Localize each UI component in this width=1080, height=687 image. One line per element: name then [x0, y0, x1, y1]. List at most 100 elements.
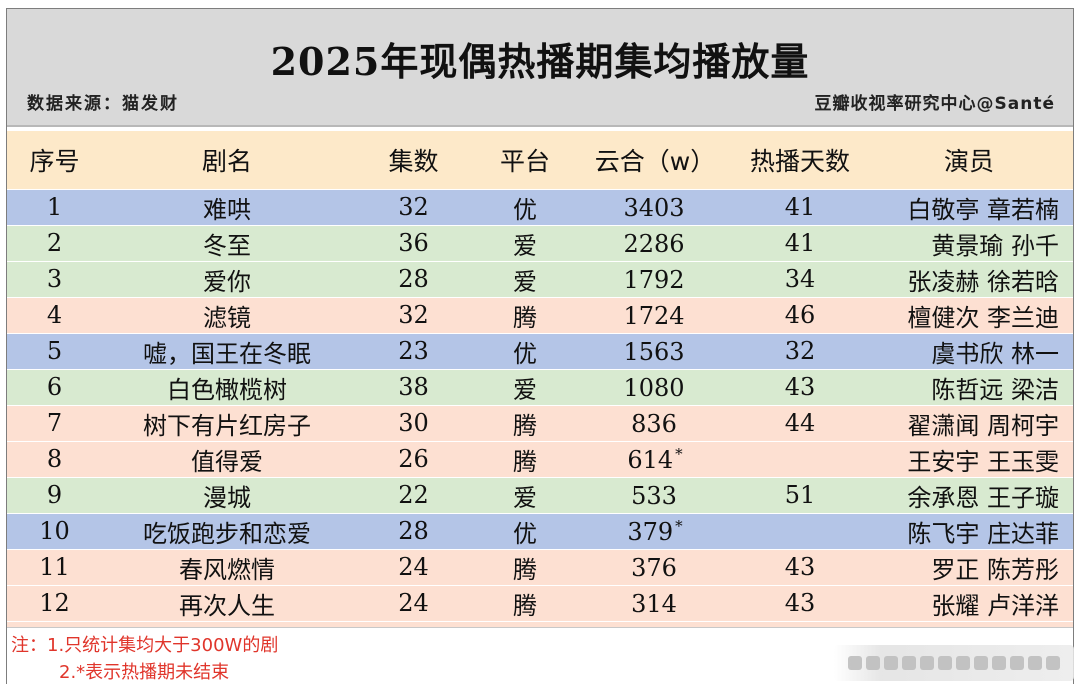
cell-days: 44	[735, 404, 865, 441]
table-row: 3 爱你 28 爱 1792 34 张凌赫 徐若晗	[7, 260, 1073, 297]
cell-title-text: 滤镜	[203, 303, 251, 332]
cell-episodes-text: 28	[398, 517, 429, 545]
column-header-episodes: 集数	[388, 146, 439, 176]
cell-yunhe: 533	[575, 476, 735, 513]
cell-yunhe: 1792	[575, 260, 735, 297]
cell-yunhe-text: 1080	[623, 373, 685, 402]
cell-actors: 陈飞宇 庄达菲	[865, 512, 1073, 549]
table-row: 4 滤镜 32 腾 1724 46 檀健次 李兰迪	[7, 296, 1073, 333]
cell-rank-text: 5	[46, 337, 63, 365]
cell-episodes-text: 32	[398, 301, 429, 329]
cell-title-text: 值得爱	[191, 447, 263, 476]
cell-days-text: 43	[784, 589, 816, 617]
column-header-yunhe: 云合（w）	[594, 146, 716, 176]
cell-episodes-text: 22	[398, 481, 429, 509]
cell-platform: 优	[475, 332, 575, 369]
cell-actors-text: 陈哲远 梁洁	[931, 375, 1059, 404]
cell-episodes: 30	[352, 404, 475, 441]
cell-platform: 爱	[475, 368, 575, 405]
cell-days-text: 43	[784, 553, 816, 581]
cell-title: 春风燃情	[102, 548, 352, 585]
cell-episodes-text: 32	[398, 193, 429, 221]
cell-actors-text: 余承恩 王子璇	[907, 483, 1059, 512]
ranking-table: 序号 剧名 集数 平台 云合（w） 热播天数 演员 1 难哄 32 优 3403 41 白敬…	[7, 131, 1073, 657]
cell-title: 吃饭跑步和恋爱	[102, 512, 352, 549]
cell-days: 43	[735, 548, 865, 585]
cell-platform-text: 爱	[513, 483, 537, 512]
cell-episodes: 28	[352, 512, 475, 549]
cell-title: 嘘，国王在冬眠	[102, 332, 352, 369]
column-header-title: 剧名	[201, 146, 252, 176]
cell-rank: 9	[7, 476, 102, 513]
cell-rank-text: 1	[46, 193, 63, 221]
cell-actors-text: 白敬亭 章若楠	[907, 195, 1059, 224]
cell-rank: 3	[7, 260, 102, 297]
cell-yunhe: 836	[575, 404, 735, 441]
cell-episodes-text: 28	[398, 265, 429, 293]
cell-actors-text: 翟潇闻 周柯宇	[907, 411, 1059, 440]
cell-yunhe-text: 2286	[623, 229, 685, 258]
cell-yunhe-text: 376	[631, 553, 677, 582]
cell-platform: 腾	[475, 548, 575, 585]
cell-rank: 4	[7, 296, 102, 333]
unfinished-mark: *	[675, 516, 683, 535]
cell-title-text: 爱你	[203, 267, 251, 296]
cell-rank-text: 6	[46, 373, 63, 401]
cell-platform: 腾	[475, 296, 575, 333]
cell-actors: 罗正 陈芳彤	[865, 548, 1073, 585]
cell-title: 再次人生	[102, 584, 352, 621]
cell-rank-text: 11	[39, 553, 70, 581]
cell-platform-text: 优	[513, 339, 537, 368]
cell-actors: 张凌赫 徐若晗	[865, 260, 1073, 297]
cell-days: 41	[735, 224, 865, 261]
column-header-rank: 序号	[29, 146, 80, 176]
cell-title: 滤镜	[102, 296, 352, 333]
cell-platform-text: 优	[513, 519, 537, 548]
cell-yunhe: 314	[575, 584, 735, 621]
cell-platform: 爱	[475, 224, 575, 261]
cell-title: 树下有片红房子	[102, 404, 352, 441]
cell-actors-text: 张耀 卢洋洋	[931, 591, 1059, 620]
table-row: 9 漫城 22 爱 533 51 余承恩 王子璇	[7, 476, 1073, 513]
cell-title-text: 冬至	[203, 231, 251, 260]
data-source-label: 数据来源：猫发财	[27, 94, 179, 114]
cell-platform: 优	[475, 512, 575, 549]
cell-episodes-text: 24	[398, 553, 429, 581]
cell-platform-text: 腾	[513, 555, 537, 584]
cell-episodes: 32	[352, 188, 475, 225]
table-header-row: 序号 剧名 集数 平台 云合（w） 热播天数 演员	[7, 131, 1073, 189]
cell-platform: 腾	[475, 584, 575, 621]
cell-title: 漫城	[102, 476, 352, 513]
column-header-days: 热播天数	[749, 146, 850, 176]
cell-rank-text: 3	[46, 265, 63, 293]
cell-actors: 黄景瑜 孙千	[865, 224, 1073, 261]
table-row: 7 树下有片红房子 30 腾 836 44 翟潇闻 周柯宇	[7, 404, 1073, 441]
cell-rank: 8	[7, 440, 102, 477]
cell-episodes-text: 36	[398, 229, 429, 257]
cell-yunhe: 1724	[575, 296, 735, 333]
cell-platform-text: 腾	[513, 591, 537, 620]
cell-actors-text: 檀健次 李兰迪	[907, 303, 1059, 332]
cell-days-text: 51	[784, 481, 816, 509]
cell-rank-text: 9	[46, 481, 63, 509]
cell-episodes-text: 30	[398, 409, 429, 437]
cell-platform-text: 爱	[513, 375, 537, 404]
cell-platform-text: 腾	[513, 411, 537, 440]
cell-days: 32	[735, 332, 865, 369]
cell-yunhe: 379 *	[575, 512, 735, 549]
cell-rank: 11	[7, 548, 102, 585]
cell-yunhe-text: 533	[631, 481, 677, 510]
cell-actors: 王安宇 王玉雯	[865, 440, 1073, 477]
table-body: 1 难哄 32 优 3403 41 白敬亭 章若楠 2 冬至 36 爱 2286 41 黄景瑜 孙千 3 爱你…	[7, 188, 1073, 657]
cell-yunhe-text: 1563	[623, 337, 685, 366]
cell-actors-text: 黄景瑜 孙千	[931, 231, 1059, 260]
cell-episodes: 38	[352, 368, 475, 405]
cell-actors-text: 王安宇 王玉雯	[907, 447, 1059, 476]
ranking-sheet: 2025年现偶热播期集均播放量 数据来源：猫发财 豆瓣收视率研究中心@Santé…	[6, 8, 1074, 686]
cell-title: 难哄	[102, 188, 352, 225]
cell-days: 46	[735, 296, 865, 333]
page-title: 2025年现偶热播期集均播放量	[270, 39, 810, 84]
cell-days: 43	[735, 584, 865, 621]
cell-episodes: 22	[352, 476, 475, 513]
table-row: 2 冬至 36 爱 2286 41 黄景瑜 孙千	[7, 224, 1073, 261]
